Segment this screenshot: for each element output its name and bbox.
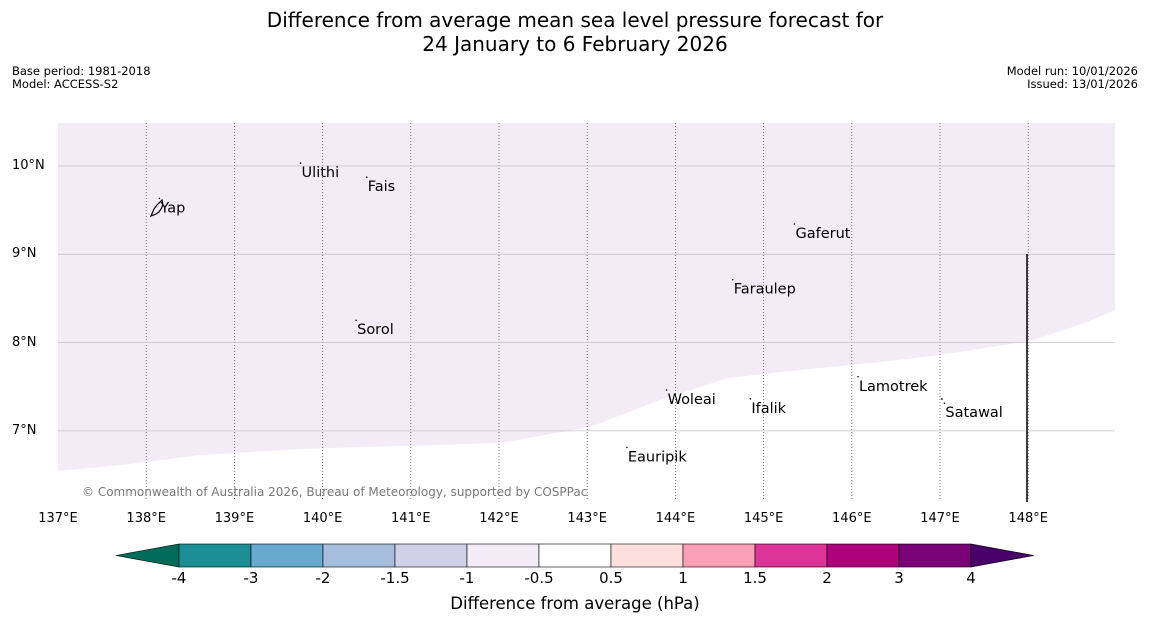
lat-tick-label: 10°N (12, 158, 45, 173)
lon-tick-label: 140°E (302, 511, 343, 526)
colorbar-tick-label: 2 (822, 569, 832, 587)
colorbar: -4 -3 -2 -1.5 -1 -0.5 0.5 1 1.5 2 3 4 (115, 543, 1035, 587)
colorbar-tick-label: 4 (966, 569, 976, 587)
place-marker (665, 389, 668, 391)
yap-island-outline (149, 198, 164, 218)
title-line-2: 24 January to 6 February 2026 (422, 32, 728, 56)
map-graticule (58, 123, 1115, 501)
colorbar-segment (754, 543, 828, 568)
lon-tick-label: 145°E (743, 511, 784, 526)
place-label: Woleai (668, 392, 716, 408)
colorbar-tick-label: -1 (460, 569, 475, 587)
colorbar-tick-label: -0.5 (524, 569, 553, 587)
place-marker (731, 278, 734, 281)
place-marker (943, 402, 946, 405)
islet-dot (941, 398, 943, 400)
lat-tick-label: 9°N (12, 246, 37, 262)
lon-tick-label: 143°E (567, 511, 607, 526)
colorbar-extend-high (970, 543, 1035, 568)
colorbar-tick-label: -3 (244, 569, 259, 587)
meta-right: Model run: 10/01/2026 Issued: 13/01/2026 (1007, 65, 1138, 91)
colorbar-segment (682, 543, 756, 568)
colorbar-extend-low (115, 543, 180, 568)
colorbar-segment (466, 543, 540, 568)
lon-tick-label: 139°E (214, 511, 255, 526)
place-marker (793, 223, 796, 225)
place-label: Faraulep (734, 282, 796, 298)
place-label: Eauripik (628, 449, 687, 465)
lon-tick-label: 144°E (655, 511, 696, 526)
place-marker (749, 398, 752, 400)
copyright-text: © Commonwealth of Australia 2026, Bureau… (82, 485, 587, 499)
colorbar-unit-label: Difference from average (hPa) (450, 594, 700, 613)
colorbar-tick-label: 0.5 (599, 569, 623, 587)
lon-tick-label: 142°E (479, 511, 519, 526)
place-marker (626, 446, 628, 449)
place-label: Fais (368, 179, 395, 195)
lon-tick-label: 141°E (391, 511, 431, 526)
lon-tick-label: 146°E (832, 511, 872, 526)
model-name: Model: ACCESS-S2 (12, 77, 119, 91)
lon-tick-label: 138°E (126, 511, 166, 526)
colorbar-tick-label: -1.5 (380, 569, 409, 587)
issued-date: Issued: 13/01/2026 (1027, 77, 1138, 91)
place-labels: Yap Ulithi Fais Gaferut Faraulep Sorol Woleai I… (158, 162, 1003, 465)
colorbar-segment (826, 543, 900, 568)
place-label: Satawal (945, 405, 1002, 421)
place-label: Sorol (357, 322, 394, 338)
lon-tick-label: 137°E (38, 511, 78, 526)
place-label: Lamotrek (859, 379, 928, 395)
place-label: Yap (159, 200, 185, 216)
lat-tick-label: 8°N (12, 334, 37, 350)
colorbar-segment (394, 543, 468, 568)
lon-tick-label: 147°E (920, 511, 960, 526)
colorbar-tick-label: 1 (678, 569, 688, 587)
lon-tick-label: 148°E (1008, 511, 1048, 526)
model-run: Model run: 10/01/2026 (1006, 64, 1138, 78)
place-label: Gaferut (795, 226, 850, 242)
base-period: Base period: 1981-2018 (12, 64, 151, 78)
place-marker (158, 197, 161, 200)
colorbar-tick-label: -4 (172, 569, 187, 587)
lat-tick-label: 7°N (12, 422, 37, 438)
place-label: Ulithi (302, 165, 340, 181)
colorbar-segment (538, 543, 612, 568)
colorbar-segment (178, 543, 252, 568)
colorbar-segment (250, 543, 324, 568)
colorbar-tick-label: -2 (316, 569, 331, 587)
colorbar-segment (898, 543, 972, 568)
colorbar-segment (322, 543, 396, 568)
colorbar-tick-label: 3 (894, 569, 904, 587)
place-marker (299, 162, 302, 164)
place-label: Ifalik (751, 401, 786, 417)
colorbar-tick-label: 1.5 (743, 569, 767, 587)
title-line-1: Difference from average mean sea level p… (266, 8, 884, 32)
colorbar-segment (610, 543, 684, 568)
place-marker (857, 375, 859, 378)
meta-left: Base period: 1981-2018 Model: ACCESS-S2 (12, 65, 151, 91)
place-marker (355, 319, 357, 322)
place-marker (365, 176, 368, 178)
map-title: Difference from average mean sea level p… (0, 8, 1150, 56)
